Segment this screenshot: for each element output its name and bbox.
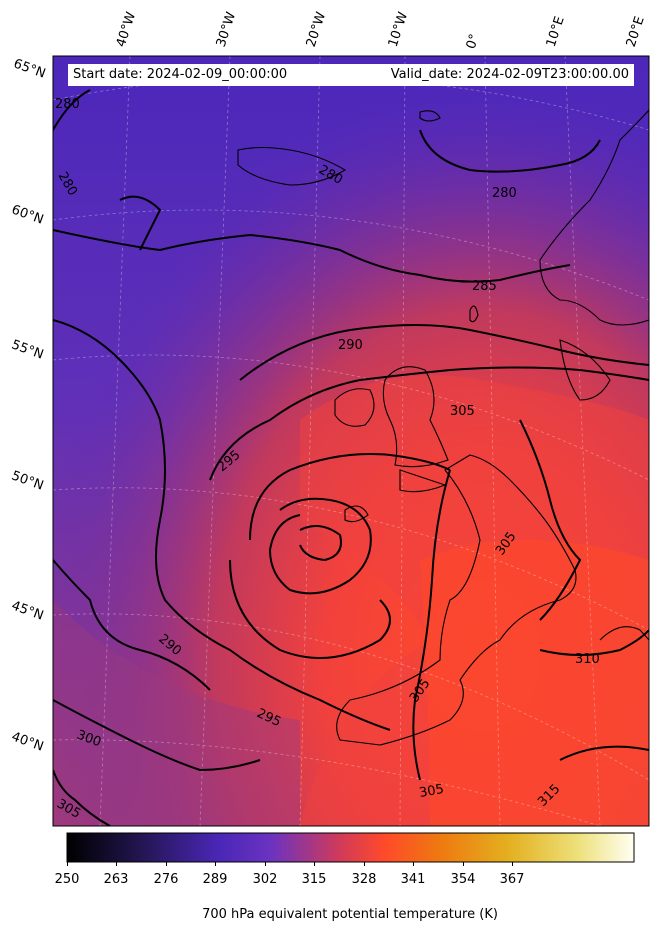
colorbar-tickmark: [265, 862, 266, 866]
contour-label: 305: [450, 404, 475, 419]
colorbar-tickmark: [166, 862, 167, 866]
colorbar-tickmark: [463, 862, 464, 866]
colorbar-tick-label: 367: [499, 872, 525, 887]
colorbar-tick-label: 328: [351, 872, 377, 887]
colorbar-tickmark: [512, 862, 513, 866]
colorbar-tickmark: [314, 862, 315, 866]
colorbar-tick-label: 354: [450, 872, 476, 887]
colorbar-tickmark: [67, 862, 68, 866]
colorbar-tick-label: 250: [54, 872, 80, 887]
colorbar-tickmark: [215, 862, 216, 866]
colorbar-gradient: [66, 832, 635, 863]
colorbar-tick-label: 263: [103, 872, 129, 887]
contour-label: 280: [55, 97, 80, 112]
colorbar-tickmark: [116, 862, 117, 866]
map-frame: [52, 55, 650, 827]
colorbar-tick-label: 289: [202, 872, 228, 887]
contour-label: 310: [575, 652, 600, 667]
colorbar-tick-label: 302: [252, 872, 278, 887]
contour-label: 290: [338, 338, 363, 353]
date-info-bar: Start date: 2024-02-09_00:00:00 Valid_da…: [68, 64, 634, 86]
valid-date-text: Valid_date: 2024-02-09T23:00:00.00: [390, 67, 629, 82]
contour-label: 305: [418, 782, 445, 801]
map-field: 280 280 280 280 285 290 290 295 295 300 …: [53, 56, 649, 826]
start-date-text: Start date: 2024-02-09_00:00:00: [73, 67, 288, 82]
colorbar-tickmark: [413, 862, 414, 866]
contours: [53, 89, 649, 826]
colorbar-tick-label: 276: [153, 872, 179, 887]
colorbar-tickmark: [364, 862, 365, 866]
colorbar-label: 700 hPa equivalent potential temperature…: [202, 907, 498, 922]
colorbar-tick-label: 341: [400, 872, 426, 887]
coastlines: [237, 109, 649, 746]
contour-label: 285: [472, 279, 497, 294]
graticule: [53, 56, 649, 826]
colorbar-tick-label: 315: [301, 872, 327, 887]
contour-label: 280: [492, 186, 517, 201]
